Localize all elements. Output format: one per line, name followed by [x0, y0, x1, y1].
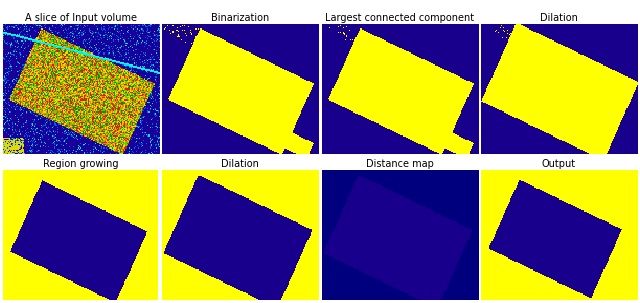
Title: Largest connected component: Largest connected component [325, 13, 474, 23]
Title: Binarization: Binarization [211, 13, 269, 23]
Title: Dilation: Dilation [540, 13, 578, 23]
Title: Region growing: Region growing [44, 159, 119, 169]
Title: Dilation: Dilation [221, 159, 259, 169]
Title: Output: Output [541, 159, 576, 169]
Title: Distance map: Distance map [365, 159, 433, 169]
Title: A slice of Input volume: A slice of Input volume [25, 13, 137, 23]
